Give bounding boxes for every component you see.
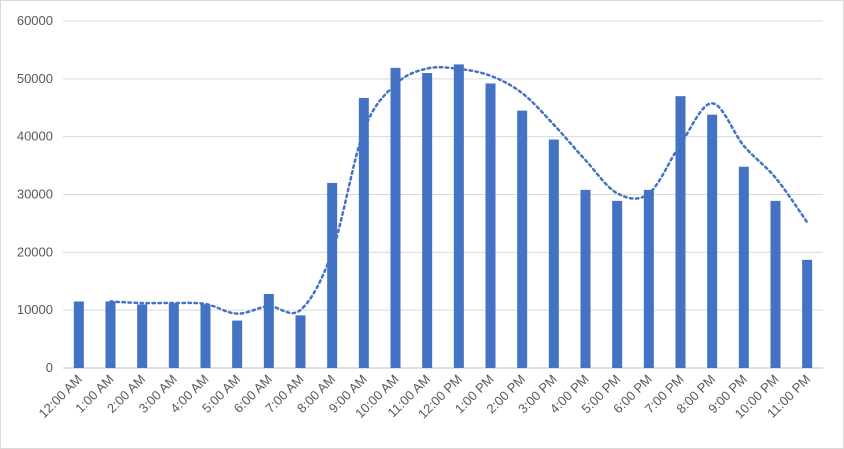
y-tick-label: 50000 [17, 71, 53, 86]
bar-7-00-pm [675, 96, 686, 368]
bar-7-00-am [295, 315, 306, 368]
trendline [109, 65, 809, 315]
bar-4-00-pm [580, 189, 591, 368]
bar-3-00-am [168, 303, 179, 368]
x-tick-label: 12:00 AM [36, 372, 85, 421]
bar-2-00-am [137, 304, 148, 368]
bar-2-00-pm [517, 110, 528, 369]
x-axis-ticks: 12:00 AM1:00 AM2:00 AM3:00 AM4:00 AM5:00… [36, 372, 814, 422]
bar-11-00-pm [802, 259, 813, 368]
bar-1-00-pm [485, 83, 496, 369]
y-tick-label: 0 [46, 360, 53, 375]
bar-5-00-am [232, 320, 243, 368]
bar-6-00-am [263, 293, 274, 368]
trendline-path [109, 65, 809, 315]
y-tick-label: 10000 [17, 302, 53, 317]
bars [73, 64, 813, 369]
bar-12-00-am [73, 301, 84, 368]
y-tick-label: 30000 [17, 187, 53, 202]
y-tick-label: 40000 [17, 129, 53, 144]
bar-9-00-pm [738, 166, 749, 368]
bar-5-00-pm [612, 200, 623, 368]
y-tick-label: 60000 [17, 13, 53, 28]
y-tick-label: 20000 [17, 244, 53, 259]
bar-11-00-am [422, 73, 433, 369]
bar-6-00-pm [643, 189, 654, 368]
bar-10-00-pm [770, 200, 781, 368]
bar-10-00-am [390, 67, 401, 368]
bar-1-00-am [105, 301, 116, 368]
gridlines [63, 20, 823, 369]
bar-8-00-am [327, 182, 338, 368]
bar-4-00-am [200, 304, 211, 368]
bar-3-00-pm [548, 139, 559, 368]
bar-8-00-pm [707, 114, 718, 368]
y-axis-ticks: 0 10000 20000 30000 40000 50000 60000 [17, 13, 53, 375]
bar-12-00-pm [453, 64, 464, 368]
bar-9-00-am [358, 97, 369, 368]
